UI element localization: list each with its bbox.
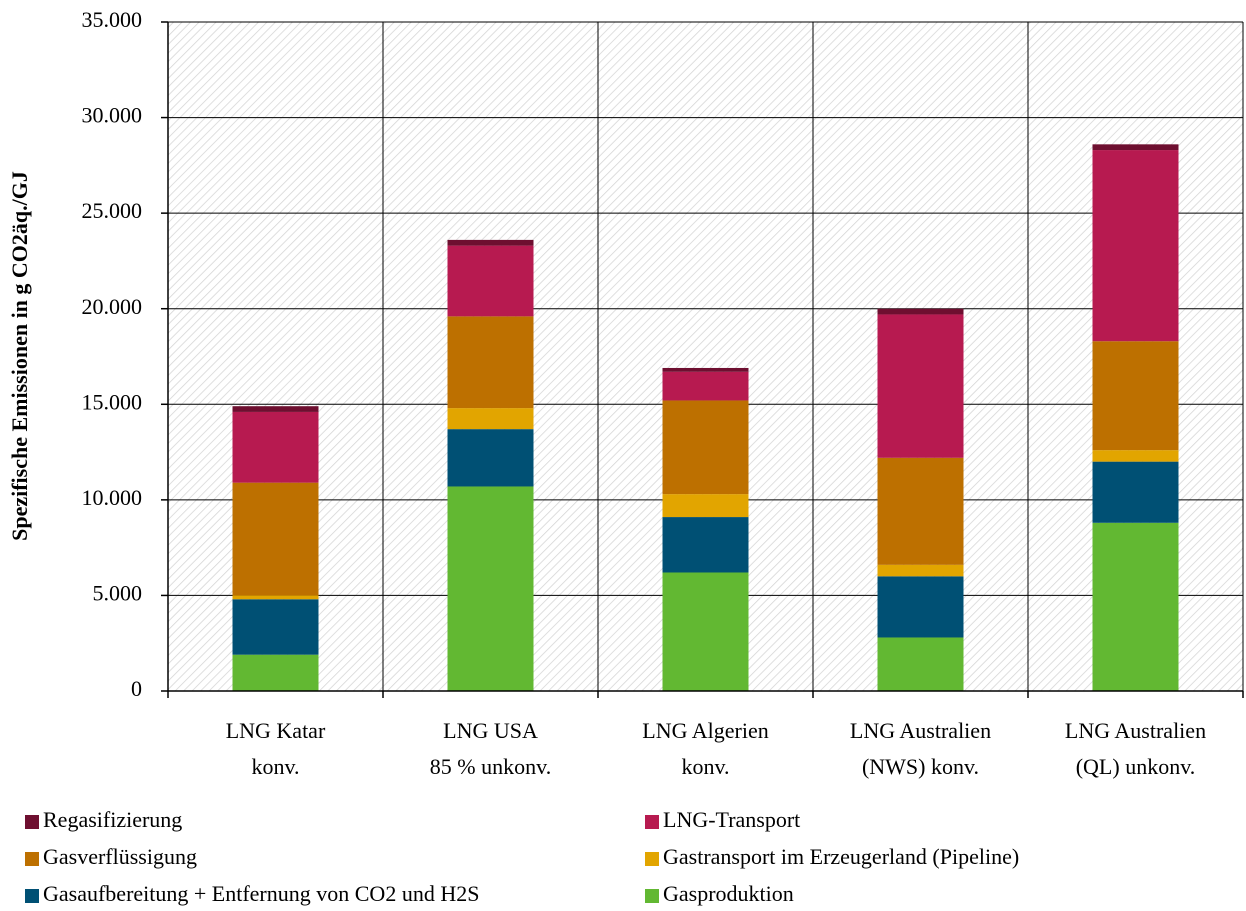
bar-segment [232, 654, 319, 691]
x-tick-label: LNG USA 85 % unkonv. [430, 718, 551, 779]
bar-segment [1092, 522, 1179, 691]
bar-segment [877, 308, 964, 315]
bar-segment [447, 429, 534, 487]
legend-swatch [645, 889, 659, 903]
bar-segment [447, 239, 534, 246]
y-tick-label: 0 [131, 676, 142, 701]
bar-segment [447, 316, 534, 409]
legend-label: Gasproduktion [663, 881, 794, 906]
legend-swatch [25, 852, 39, 866]
bar-segment [877, 314, 964, 458]
legend-label: Gastransport im Erzeugerland (Pipeline) [663, 844, 1019, 869]
bar-segment [662, 367, 749, 372]
legend-label: Regasifizierung [43, 807, 182, 832]
bar-segment [662, 371, 749, 401]
bar-segment [232, 411, 319, 483]
bar-segment [447, 486, 534, 691]
y-axis-title: Spezifische Emissionen in g CO2äq./GJ [7, 171, 32, 541]
legend-label: Gasaufbereitung + Entfernung von CO2 und… [43, 881, 479, 906]
bar-segment [1092, 150, 1179, 342]
bar-segment [1092, 450, 1179, 462]
legend-swatch [645, 852, 659, 866]
bar-segment [447, 408, 534, 430]
y-tick-label: 10.000 [82, 485, 143, 510]
legend-label: Gasverflüssigung [43, 844, 197, 869]
bar-segment [662, 572, 749, 691]
x-tick-label: LNG Algerien konv. [642, 718, 768, 779]
bar-segment [877, 637, 964, 691]
x-tick-label: LNG Katar konv. [226, 718, 326, 779]
bar-segment [877, 576, 964, 638]
bar-segment [877, 457, 964, 565]
y-tick-label: 25.000 [82, 198, 143, 223]
bar-segment [662, 517, 749, 573]
bar-segment [877, 564, 964, 577]
bar-segment [447, 245, 534, 317]
y-tick-label: 15.000 [82, 389, 143, 414]
legend-swatch [645, 815, 659, 829]
legend-label: LNG-Transport [663, 807, 800, 832]
x-tick-label: LNG Australien (NWS) konv. [850, 718, 991, 779]
bar-segment [1092, 341, 1179, 451]
bar-segment [232, 482, 319, 596]
x-tick-label: LNG Australien (QL) unkonv. [1065, 718, 1206, 779]
bar-segment [662, 400, 749, 495]
bar-segment [662, 494, 749, 518]
y-tick-label: 35.000 [82, 7, 143, 32]
bar-segment [1092, 461, 1179, 523]
y-tick-label: 5.000 [93, 580, 143, 605]
bar-segment [232, 595, 319, 600]
y-tick-label: 20.000 [82, 294, 143, 319]
legend-swatch [25, 889, 39, 903]
bar-segment [1092, 144, 1179, 151]
legend-swatch [25, 815, 39, 829]
bar-segment [232, 599, 319, 655]
y-tick-label: 30.000 [82, 103, 143, 128]
bar-segment [232, 406, 319, 412]
